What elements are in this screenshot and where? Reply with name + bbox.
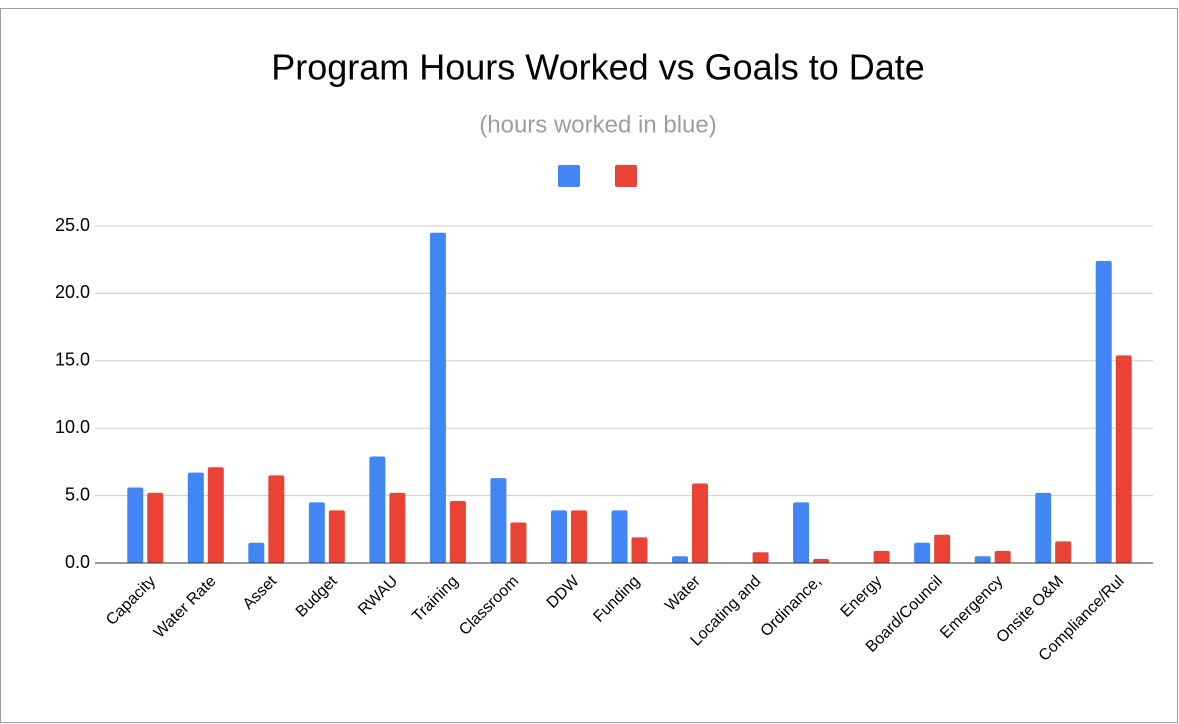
- bar: [510, 522, 527, 563]
- bar: [389, 492, 406, 563]
- y-tick-label: 5.0: [65, 484, 90, 504]
- bar: [187, 472, 204, 563]
- bar: [793, 502, 810, 563]
- bar: [974, 556, 991, 563]
- chart-title: Program Hours Worked vs Goals to Date: [271, 47, 925, 88]
- bar: [550, 510, 567, 563]
- bar: [813, 558, 830, 563]
- bar: [1055, 541, 1072, 563]
- bar: [692, 483, 709, 563]
- bar: [147, 492, 164, 563]
- bar: [1035, 492, 1052, 563]
- bar: [1095, 261, 1112, 563]
- y-tick-label: 0.0: [65, 552, 90, 572]
- bar: [994, 550, 1011, 563]
- bar: [752, 552, 769, 563]
- bar: [127, 487, 144, 563]
- chart-border: [0, 8, 1178, 723]
- y-tick-label: 20.0: [55, 282, 90, 302]
- bar: [914, 542, 931, 563]
- legend-swatch: [558, 165, 580, 187]
- bar: [328, 510, 345, 563]
- bar: [268, 475, 285, 563]
- bar: [1115, 355, 1132, 563]
- bar: [490, 478, 507, 563]
- bar: [429, 232, 446, 564]
- bar: [631, 537, 648, 563]
- legend-swatch: [615, 165, 637, 187]
- bar: [207, 467, 224, 563]
- bar: [611, 510, 628, 563]
- bar: [308, 502, 325, 563]
- bar: [248, 542, 265, 563]
- y-tick-label: 10.0: [55, 417, 90, 437]
- bar: [873, 550, 890, 563]
- chart-subtitle: (hours worked in blue): [479, 111, 716, 138]
- bar: [570, 510, 587, 563]
- bar: [934, 534, 951, 563]
- y-tick-label: 15.0: [55, 350, 90, 370]
- y-tick-label: 25.0: [55, 215, 90, 235]
- bar: [672, 556, 689, 563]
- bar: [449, 500, 466, 563]
- bar: [369, 456, 386, 563]
